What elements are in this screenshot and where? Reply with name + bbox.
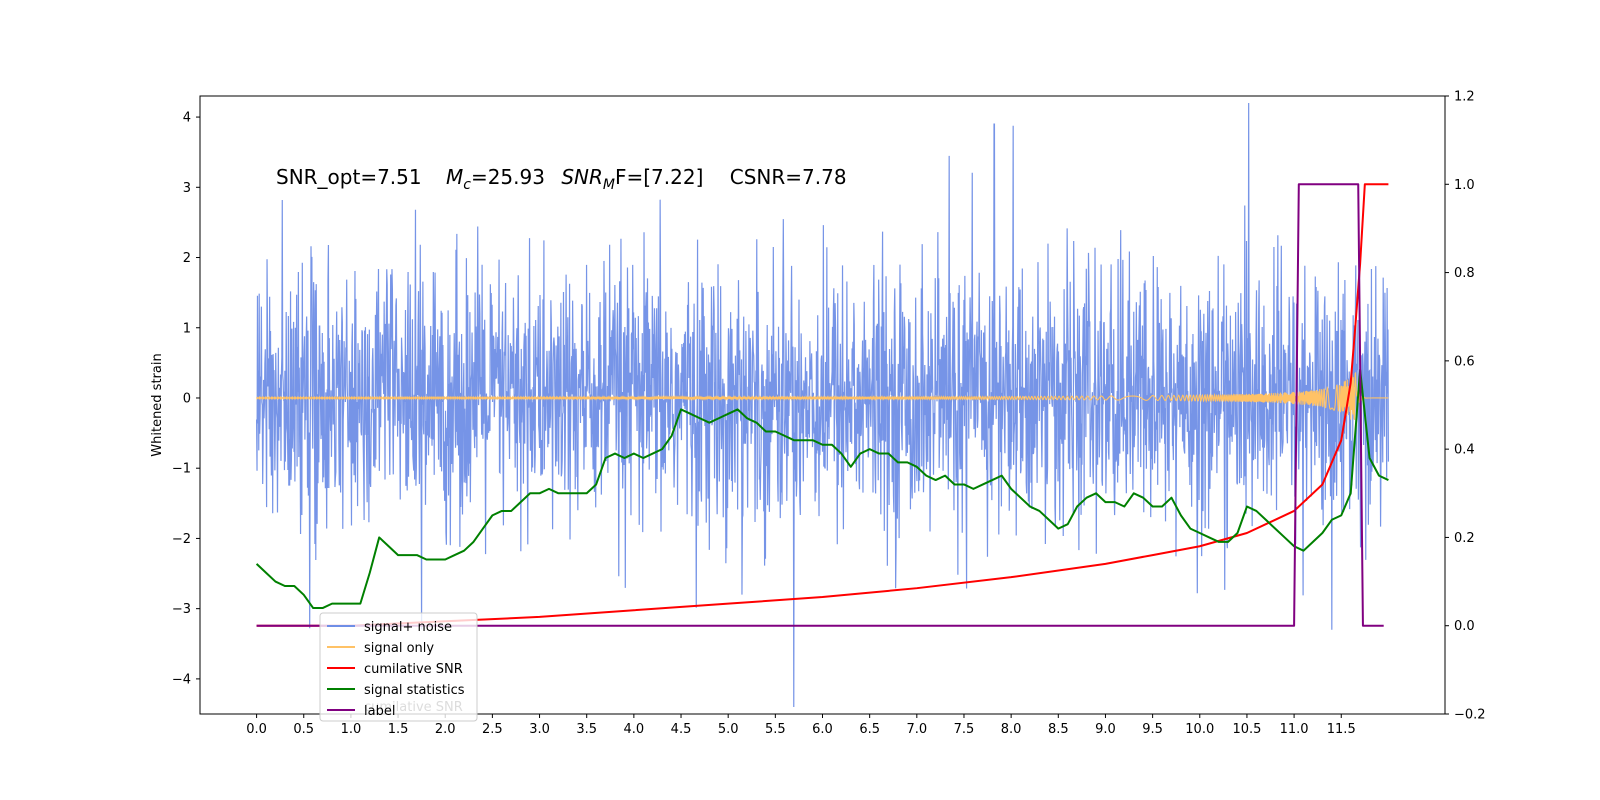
x-tick-label: 1.5 <box>388 722 409 737</box>
y-right-tick-label: 1.0 <box>1454 178 1475 193</box>
x-tick-label: 7.5 <box>954 722 975 737</box>
y-right-tick-label: 0.4 <box>1454 443 1475 458</box>
x-tick-label: 5.0 <box>718 722 739 737</box>
y-left-tick-label: −3 <box>172 602 191 617</box>
x-tick-label: 8.5 <box>1048 722 1069 737</box>
legend-label: label <box>364 704 395 719</box>
x-tick-label: 3.5 <box>576 722 597 737</box>
x-tick-label: 2.5 <box>482 722 503 737</box>
y-left-axis: −4 −3 −2 −1 0 1 2 3 4 <box>172 111 200 687</box>
y-right-tick-label: 0.0 <box>1454 619 1475 634</box>
y-left-tick-label: −4 <box>172 672 191 687</box>
x-tick-label: 10.5 <box>1232 722 1261 737</box>
y-right-tick-label: 0.6 <box>1454 354 1475 369</box>
y-left-tick-label: 4 <box>183 111 191 126</box>
annotation-csnr: CSNR=7.78 <box>730 165 847 189</box>
series-label-line <box>256 183 1384 627</box>
legend-label: signal statistics <box>364 683 465 698</box>
x-tick-label: 7.0 <box>906 722 927 737</box>
y-left-tick-label: 1 <box>183 321 191 336</box>
annotation-mc-symbol: M <box>446 165 463 189</box>
y-left-tick-label: −1 <box>172 462 191 477</box>
x-tick-label: 0.5 <box>293 722 314 737</box>
x-tick-label: 2.0 <box>435 722 456 737</box>
series-signal-noise-line <box>255 103 1390 707</box>
chart-annotation: SNR_opt=7.51 Mc=25.93 SNRMF=[7.22] CSNR=… <box>276 165 847 193</box>
x-tick-label: 6.0 <box>812 722 833 737</box>
legend-label: signal only <box>364 641 434 656</box>
legend-label: cumilative SNR <box>364 662 463 677</box>
x-tick-label: 9.5 <box>1142 722 1163 737</box>
y-left-tick-label: −2 <box>172 532 191 547</box>
legend-ghost-text: cumilative SNR <box>364 700 463 715</box>
series-signal-only-line <box>256 371 1389 420</box>
y-axis-label: Whitened strain <box>150 353 165 456</box>
annotation-snr-opt: SNR_opt=7.51 <box>276 165 422 189</box>
y-left-tick-label: 2 <box>183 251 191 266</box>
legend: cumilative SNR signal+ noise signal only c… <box>319 612 478 722</box>
legend-entries: signal+ noise signal only cumilative SNR si… <box>327 620 465 719</box>
x-axis: 0.0 0.5 1.0 1.5 2.0 2.5 3.0 3.5 4.0 4.5 5.0 5.5 6.0 6… <box>246 714 1356 737</box>
x-tick-label: 6.5 <box>859 722 880 737</box>
x-tick-label: 11.5 <box>1327 722 1356 737</box>
y-left-tick-label: 0 <box>183 391 191 406</box>
x-tick-label: 1.0 <box>341 722 362 737</box>
x-tick-label: 0.0 <box>246 722 267 737</box>
x-tick-label: 9.0 <box>1095 722 1116 737</box>
series-layer <box>255 103 1390 707</box>
x-tick-label: 11.0 <box>1280 722 1309 737</box>
annotation-snrmf-subscript: M <box>603 177 615 193</box>
y-right-tick-label: 0.2 <box>1454 531 1475 546</box>
annotation-snrmf-value: F=[7.22] <box>615 165 703 189</box>
x-tick-label: 8.0 <box>1001 722 1022 737</box>
series-cumilative-snr-line <box>256 183 1389 627</box>
x-tick-label: 3.0 <box>529 722 550 737</box>
x-tick-label: 10.0 <box>1185 722 1214 737</box>
y-right-axis: −0.2 0.0 0.2 0.4 0.6 0.8 1.0 1.2 <box>1445 90 1486 723</box>
legend-frame <box>319 612 478 722</box>
y-right-tick-label: −0.2 <box>1454 708 1486 723</box>
y-right-tick-label: 0.8 <box>1454 266 1475 281</box>
y-right-tick-label: 1.2 <box>1454 90 1475 105</box>
annotation-mc-subscript: c <box>463 177 471 193</box>
x-tick-label: 4.0 <box>624 722 645 737</box>
annotation-snrmf-symbol: SNR <box>561 165 603 189</box>
legend-label: signal+ noise <box>364 620 452 635</box>
y-left-tick-label: 3 <box>183 181 191 196</box>
annotation-mc-value: =25.93 <box>471 165 545 189</box>
x-tick-label: 4.5 <box>671 722 692 737</box>
x-tick-label: 5.5 <box>765 722 786 737</box>
series-signal-statistics-line <box>255 368 1389 610</box>
